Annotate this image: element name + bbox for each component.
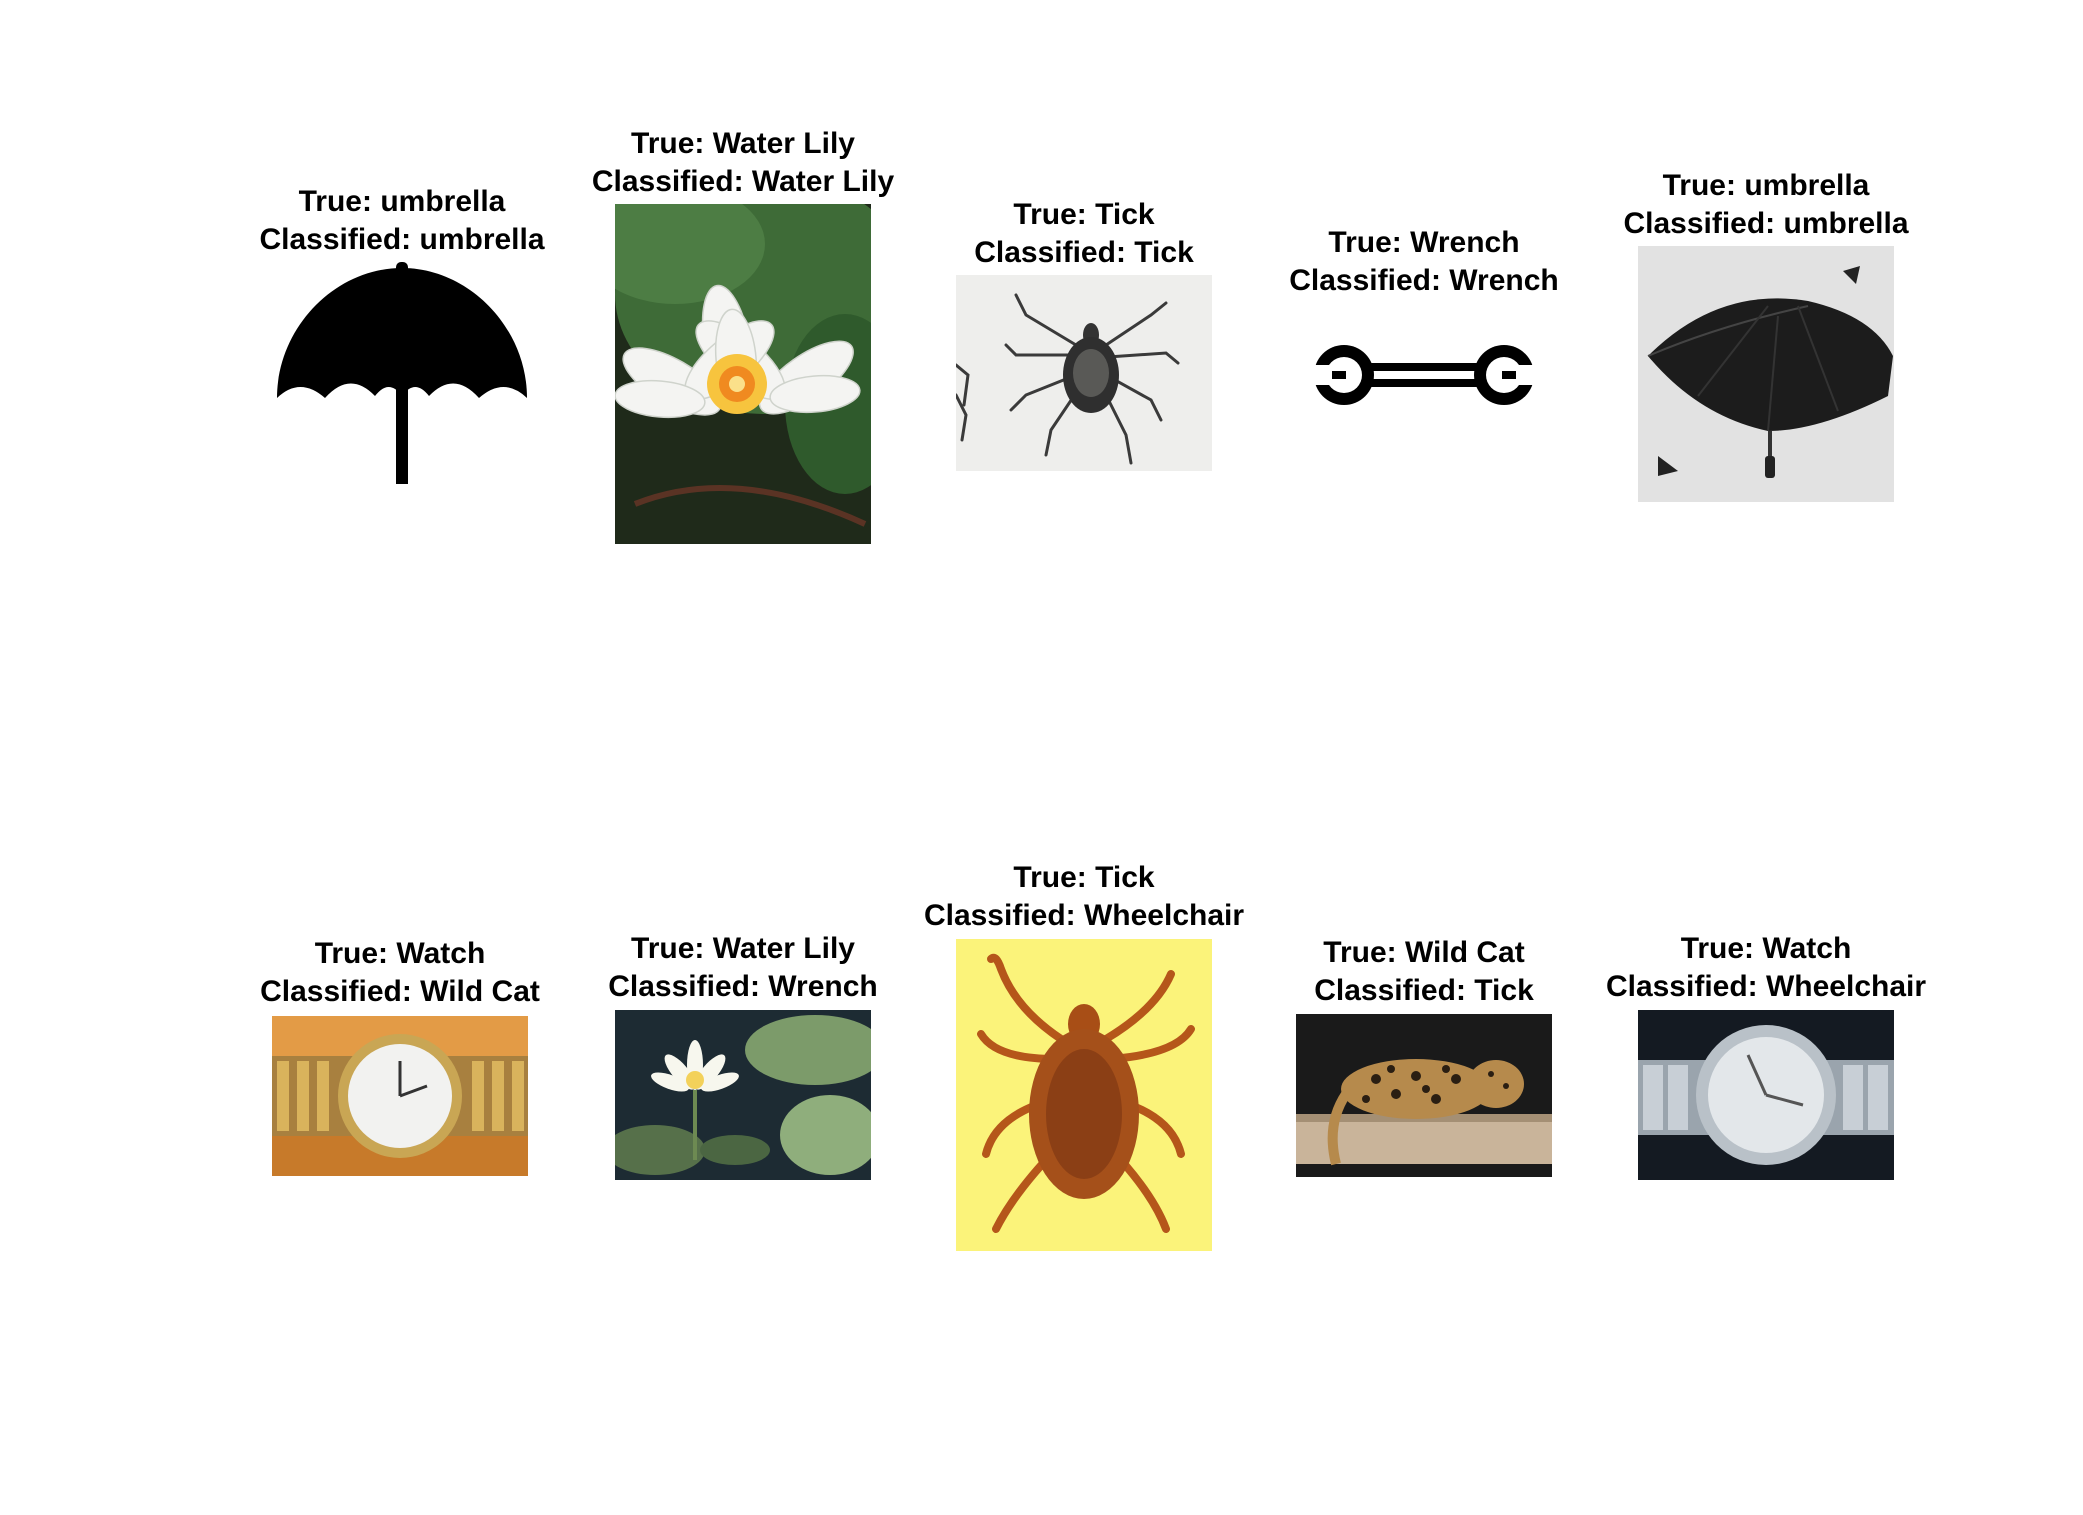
wrench-icon: [1296, 330, 1552, 422]
classified-label: Classified: Wheelchair: [923, 899, 1245, 932]
tick-image: [956, 275, 1212, 471]
figure-panel-7: True: Water Lily Classified: Wrench: [608, 0, 878, 1200]
panel-caption: True: Tick Classified: Tick: [836, 196, 1332, 272]
classified-label: Classified: Wrench: [1289, 264, 1559, 297]
figure-panel-10: True: Watch Classified: Wheelchair: [1606, 0, 1926, 1200]
classified-label: Classified: Wrench: [608, 970, 878, 1003]
true-label: True: Tick: [1013, 198, 1155, 231]
figure-panel-4: True: Wrench Classified: Wrench: [1289, 0, 1559, 500]
figure-panel-3: True: Tick Classified: Tick: [956, 0, 1212, 500]
figure-panel-6: True: Watch Classified: Wild Cat: [260, 0, 540, 1200]
classified-label: Classified: Tick: [974, 236, 1194, 269]
black-umbrella-image: [1638, 246, 1894, 502]
panel-caption: True: umbrella Classified: umbrella: [1518, 167, 2014, 243]
true-label: True: Wrench: [1328, 226, 1520, 259]
figure-panel-1: True: umbrella Classified: umbrella: [259, 0, 545, 500]
panel-caption: True: Tick Classified: Wheelchair: [836, 859, 1332, 935]
silver-watch-image: [1638, 1010, 1894, 1180]
panel-caption: True: Water Lily Classified: Wrench: [495, 930, 991, 1006]
wild-cat-image: [1296, 1014, 1552, 1177]
panel-caption: True: Watch Classified: Wild Cat: [152, 935, 648, 1011]
classified-label: Classified: umbrella: [259, 223, 545, 256]
figure-panel-5: True: umbrella Classified: umbrella: [1623, 0, 1909, 520]
figure-panel-8: True: Tick Classified: Wheelchair: [924, 0, 1244, 1300]
panel-caption: True: Water Lily Classified: Water Lily: [495, 125, 991, 201]
panel-caption: True: umbrella Classified: umbrella: [155, 183, 649, 259]
classified-label: Classified: Wheelchair: [1605, 970, 1927, 1003]
true-label: True: Tick: [1013, 861, 1155, 894]
true-label: True: umbrella: [1662, 169, 1870, 202]
panel-caption: True: Wrench Classified: Wrench: [1176, 224, 1672, 300]
classified-label: Classified: umbrella: [1623, 207, 1909, 240]
figure-panel-2: True: Water Lily Classified: Water Lily: [592, 0, 894, 560]
classified-label: Classified: Tick: [1314, 974, 1534, 1007]
water-lily-image: [615, 204, 871, 544]
classified-label: Classified: Wild Cat: [260, 975, 540, 1008]
true-label: True: Water Lily: [631, 932, 855, 965]
panel-caption: True: Wild Cat Classified: Tick: [1176, 934, 1672, 1010]
true-label: True: Water Lily: [631, 127, 855, 160]
true-label: True: Watch: [1680, 932, 1852, 965]
gold-watch-image: [272, 1016, 528, 1176]
figure-panel-9: True: Wild Cat Classified: Tick: [1296, 0, 1552, 1200]
true-label: True: umbrella: [298, 185, 506, 218]
true-label: True: Watch: [314, 937, 486, 970]
true-label: True: Wild Cat: [1323, 936, 1525, 969]
tick-yellow-image: [956, 939, 1212, 1251]
water-lily-pond-image: [615, 1010, 871, 1180]
classified-label: Classified: Water Lily: [591, 165, 895, 198]
umbrella-silhouette-image: [275, 258, 529, 488]
panel-caption: True: Watch Classified: Wheelchair: [1518, 930, 2014, 1006]
